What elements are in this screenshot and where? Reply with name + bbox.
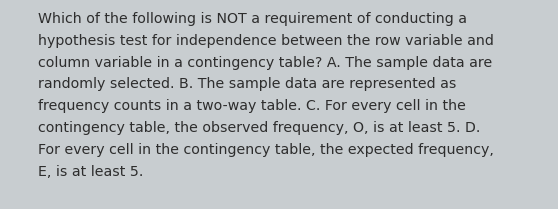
Text: frequency counts in a two-way table. C. For every cell in the: frequency counts in a two-way table. C. … (38, 99, 466, 113)
Text: Which of the following is NOT a requirement of conducting a: Which of the following is NOT a requirem… (38, 12, 467, 26)
Text: column variable in a contingency​ table? A. The sample data are: column variable in a contingency​ table?… (38, 56, 492, 70)
Text: hypothesis test for independence between the row variable and: hypothesis test for independence between… (38, 34, 494, 48)
Text: E, is at least 5.: E, is at least 5. (38, 165, 143, 179)
Text: For every cell in the contingency​ table, the expected​ frequency,: For every cell in the contingency​ table… (38, 143, 494, 157)
Text: randomly selected. B. The sample data are represented as: randomly selected. B. The sample data ar… (38, 77, 456, 91)
Text: contingency​ table, the observed​ frequency, O, is at least 5. D.: contingency​ table, the observed​ freque… (38, 121, 480, 135)
